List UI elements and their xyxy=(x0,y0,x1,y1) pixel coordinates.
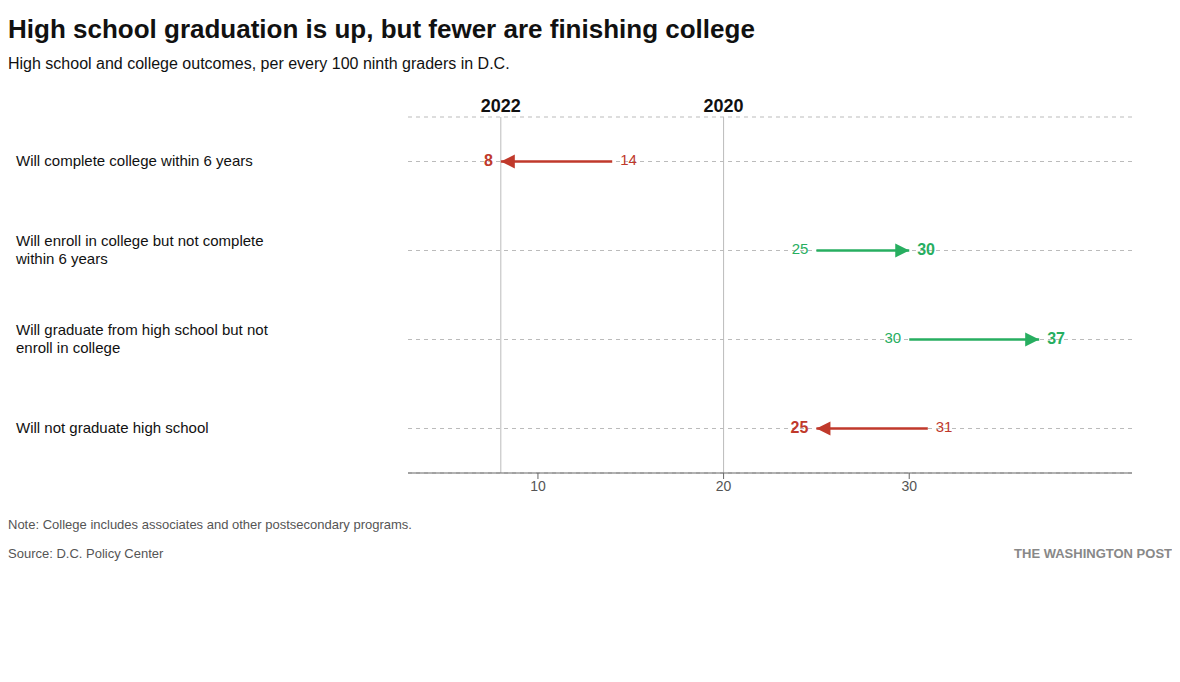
html-text:Source: D.C. Policy Center: Source: D.C. Policy Center xyxy=(8,546,164,561)
svg-text:30: 30 xyxy=(917,241,935,258)
html-text:Note: College includes associa: Note: College includes associates and ot… xyxy=(8,517,412,532)
svg-text:30: 30 xyxy=(901,478,917,494)
svg-text:30: 30 xyxy=(885,329,902,346)
svg-text:31: 31 xyxy=(936,418,953,435)
svg-text:2022: 2022 xyxy=(481,96,521,116)
html-text:High school graduation is up,: High school graduation is up, but fewer … xyxy=(8,14,755,44)
svg-text:10: 10 xyxy=(530,478,546,494)
html-text:THE WASHINGTON POST: THE WASHINGTON POST xyxy=(1014,546,1172,561)
svg-text:20: 20 xyxy=(716,478,732,494)
svg-text:Will not graduate high school: Will not graduate high school xyxy=(16,418,209,435)
svg-text:Will enroll in college but not: Will enroll in college but not completew… xyxy=(15,231,264,266)
svg-text:Will complete college within 6: Will complete college within 6 years xyxy=(16,151,253,168)
svg-text:25: 25 xyxy=(792,240,809,257)
html-text:High school and college outcom: High school and college outcomes, per ev… xyxy=(8,55,510,72)
svg-text:8: 8 xyxy=(484,152,493,169)
svg-text:2020: 2020 xyxy=(704,96,744,116)
svg-text:14: 14 xyxy=(620,151,637,168)
svg-text:Will graduate from high school: Will graduate from high school but noten… xyxy=(16,320,269,355)
svg-text:37: 37 xyxy=(1047,330,1065,347)
svg-text:25: 25 xyxy=(791,419,809,436)
